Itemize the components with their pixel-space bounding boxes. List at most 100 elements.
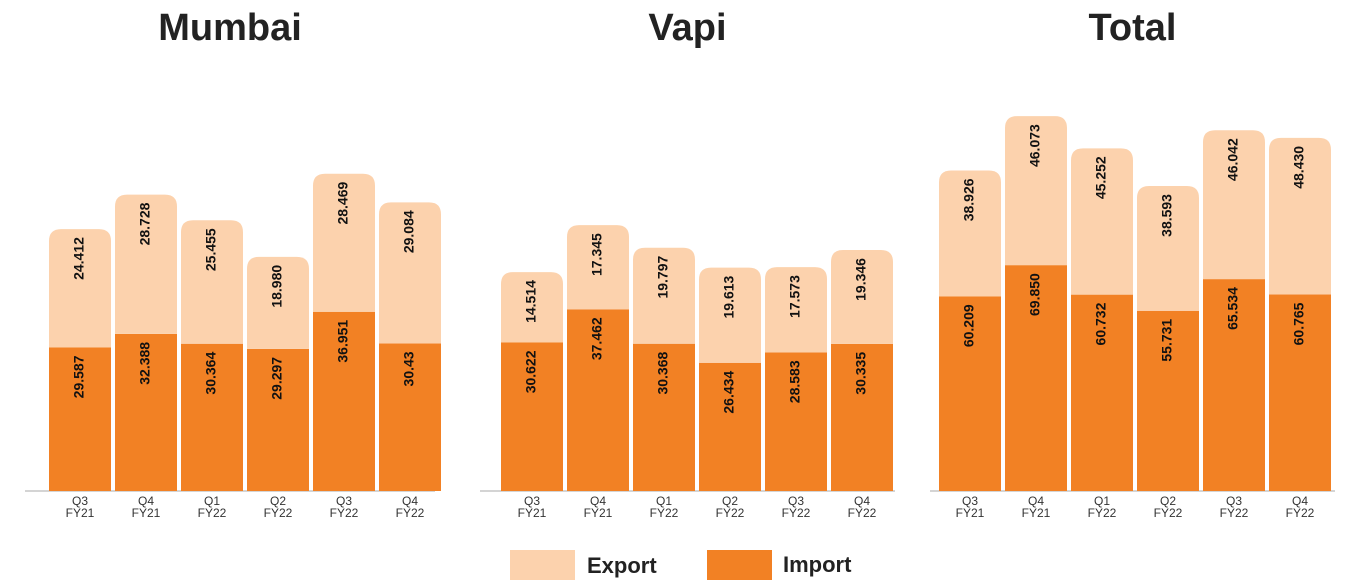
- value-label: 30.364: [203, 352, 219, 395]
- bar-segment: [1269, 294, 1331, 491]
- bar-segment: [765, 352, 827, 491]
- x-label-box: Q3 FY22: [781, 495, 811, 520]
- bar-segment: [501, 342, 563, 491]
- x-tick-label: Q1 FY22: [649, 495, 679, 520]
- bar-segment: [181, 220, 243, 344]
- value-label: 38.926: [961, 178, 977, 221]
- value-label: 30.335: [853, 352, 869, 395]
- x-tick-label: Q3 FY21: [955, 495, 985, 520]
- value-label: 17.573: [787, 275, 803, 318]
- x-tick-label: Q4 FY21: [583, 495, 613, 520]
- x-label-box: Q4 FY21: [583, 495, 613, 520]
- value-label: 60.209: [961, 304, 977, 347]
- bar-segment: [939, 296, 1001, 491]
- value-label: 38.593: [1159, 194, 1175, 237]
- value-label: 30.622: [523, 350, 539, 393]
- bar-segment: [115, 194, 177, 334]
- value-label: 46.042: [1225, 138, 1241, 181]
- value-label: 30.43: [401, 351, 417, 386]
- value-label: 65.534: [1225, 287, 1241, 330]
- bar-segment: [1203, 279, 1265, 491]
- value-label: 29.587: [71, 355, 87, 398]
- chart-title: Vapi: [648, 7, 726, 49]
- x-tick-label: Q4 FY21: [131, 495, 161, 520]
- x-tick-label: Q4 FY22: [1285, 495, 1315, 520]
- bar-segment: [379, 343, 441, 491]
- value-label: 45.252: [1093, 156, 1109, 199]
- bar-segment: [633, 247, 695, 344]
- value-label: 48.430: [1291, 146, 1307, 189]
- x-label-box: Q3 FY21: [65, 495, 95, 520]
- value-label: 17.345: [589, 233, 605, 276]
- value-label: 60.732: [1093, 302, 1109, 345]
- bar-segment: [1137, 186, 1199, 311]
- x-label-box: Q3 FY21: [955, 495, 985, 520]
- bar-segment: [49, 347, 111, 491]
- bar-segment: [831, 250, 893, 344]
- chart-title: Total: [1089, 7, 1177, 49]
- x-label-box: Q3 FY21: [517, 495, 547, 520]
- bar-segment: [765, 267, 827, 353]
- value-label: 37.462: [589, 317, 605, 360]
- bar-segment: [1071, 294, 1133, 491]
- value-label: 46.073: [1027, 124, 1043, 167]
- value-label: 36.951: [335, 320, 351, 363]
- value-label: 29.084: [401, 210, 417, 253]
- value-label: 19.613: [721, 275, 737, 318]
- bar-segment: [247, 348, 309, 491]
- x-label-box: Q1 FY22: [649, 495, 679, 520]
- bar-segment: [115, 333, 177, 491]
- x-label-box: Q4 FY21: [131, 495, 161, 520]
- value-label: 14.514: [523, 280, 539, 323]
- bar-segment: [313, 173, 375, 312]
- x-label-box: Q1 FY22: [1087, 495, 1117, 520]
- legend-label: Export: [587, 553, 657, 578]
- x-tick-label: Q3 FY22: [329, 495, 359, 520]
- bar-segment: [501, 272, 563, 343]
- x-label-box: Q3 FY22: [1219, 495, 1249, 520]
- bar-segment: [1269, 137, 1331, 295]
- bar-segment: [247, 256, 309, 349]
- value-label: 19.797: [655, 255, 671, 298]
- x-tick-label: Q3 FY22: [781, 495, 811, 520]
- value-label: 19.346: [853, 258, 869, 301]
- bar-segment: [633, 343, 695, 491]
- x-label-box: Q2 FY22: [1153, 495, 1183, 520]
- bar-segment: [831, 343, 893, 491]
- x-label-box: Q2 FY22: [263, 495, 293, 520]
- bar-segment: [1005, 265, 1067, 491]
- x-tick-label: Q3 FY21: [517, 495, 547, 520]
- x-label-box: Q3 FY22: [329, 495, 359, 520]
- value-label: 55.731: [1159, 319, 1175, 362]
- value-label: 25.455: [203, 228, 219, 271]
- bar-segment: [939, 170, 1001, 297]
- x-tick-label: Q4 FY22: [395, 495, 425, 520]
- bar-segment: [567, 225, 629, 310]
- x-label-box: Q2 FY22: [716, 495, 745, 519]
- value-label: 28.728: [137, 202, 153, 245]
- bar-segment: [699, 267, 761, 363]
- value-label: 28.583: [787, 360, 803, 403]
- bar-segment: [313, 311, 375, 491]
- value-label: 18.980: [269, 265, 285, 308]
- value-label: 32.388: [137, 342, 153, 385]
- legend-label: Import: [783, 552, 852, 577]
- x-tick-label: Q3 FY22: [1219, 495, 1249, 520]
- x-tick-label: Q3 FY21: [65, 495, 95, 520]
- value-label: 60.765: [1291, 302, 1307, 345]
- x-tick-label: Q2 FY22: [1153, 495, 1183, 520]
- x-tick-label: Q1 FY22: [197, 495, 227, 520]
- x-label-box: Q4 FY21: [1022, 495, 1051, 519]
- legend-swatch-import: [707, 550, 772, 580]
- value-label: 29.297: [269, 357, 285, 400]
- chart-title: Mumbai: [158, 7, 302, 49]
- bar-segment: [1005, 116, 1067, 266]
- x-tick-label: Q1 FY22: [1087, 495, 1117, 520]
- value-label: 24.412: [71, 237, 87, 280]
- x-tick-label: Q2 FY22: [263, 495, 293, 520]
- x-label-box: Q1 FY22: [197, 495, 227, 520]
- bar-segment: [567, 309, 629, 491]
- x-label-box: Q4 FY22: [848, 495, 877, 519]
- value-label: 30.368: [655, 352, 671, 395]
